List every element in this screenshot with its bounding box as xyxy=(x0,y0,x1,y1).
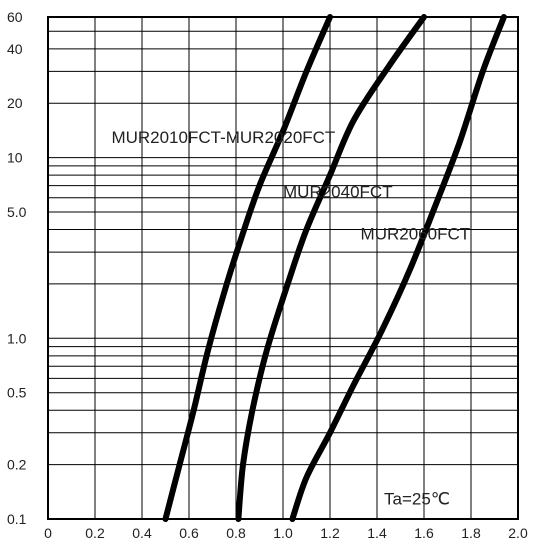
series-curve xyxy=(162,14,333,522)
y-tick-label: 0.2 xyxy=(7,457,27,473)
annotation-label: MUR2040FCT xyxy=(283,182,393,201)
x-tick-label: 1.8 xyxy=(461,525,481,541)
y-tick-label: 40 xyxy=(7,41,23,57)
x-tick-label: 2.0 xyxy=(508,525,528,541)
y-tick-label: 10 xyxy=(7,150,23,166)
y-tick-label: 60 xyxy=(7,9,23,25)
annotations: MUR2010FCT-MUR2020FCT MUR2040FCT MUR2060FC… xyxy=(111,128,470,508)
y-tick-label: 1.0 xyxy=(7,330,27,346)
x-tick-label: 1.6 xyxy=(414,525,434,541)
series-curve xyxy=(289,14,507,522)
series-curve xyxy=(235,14,427,522)
y-tick-label: 5.0 xyxy=(7,204,27,220)
x-axis-tick-labels: 0 0.2 0.4 0.6 0.8 1.0 1.2 1.4 1.6 1.8 2.0 xyxy=(44,525,528,541)
x-tick-label: 0.2 xyxy=(85,525,105,541)
x-tick-label: 1.0 xyxy=(273,525,293,541)
grid xyxy=(48,17,518,519)
x-tick-label: 0.6 xyxy=(179,525,199,541)
x-tick-label: 0 xyxy=(44,525,52,541)
annotation-label: MUR2010FCT-MUR2020FCT xyxy=(111,128,335,147)
x-tick-label: 0.4 xyxy=(132,525,152,541)
annotation-label: Ta=25℃ xyxy=(384,489,450,508)
plot-frame xyxy=(47,16,519,520)
x-tick-label: 1.2 xyxy=(320,525,340,541)
y-tick-label: 0.1 xyxy=(7,511,27,527)
x-tick-label: 1.4 xyxy=(367,525,387,541)
y-tick-label: 0.5 xyxy=(7,385,27,401)
curves xyxy=(162,14,507,522)
y-axis-tick-labels: 0.1 0.2 0.5 1.0 5.0 10 20 40 60 xyxy=(7,9,27,527)
annotation-label: MUR2060FCT xyxy=(361,225,471,244)
x-tick-label: 0.8 xyxy=(226,525,246,541)
y-tick-label: 20 xyxy=(7,95,23,111)
